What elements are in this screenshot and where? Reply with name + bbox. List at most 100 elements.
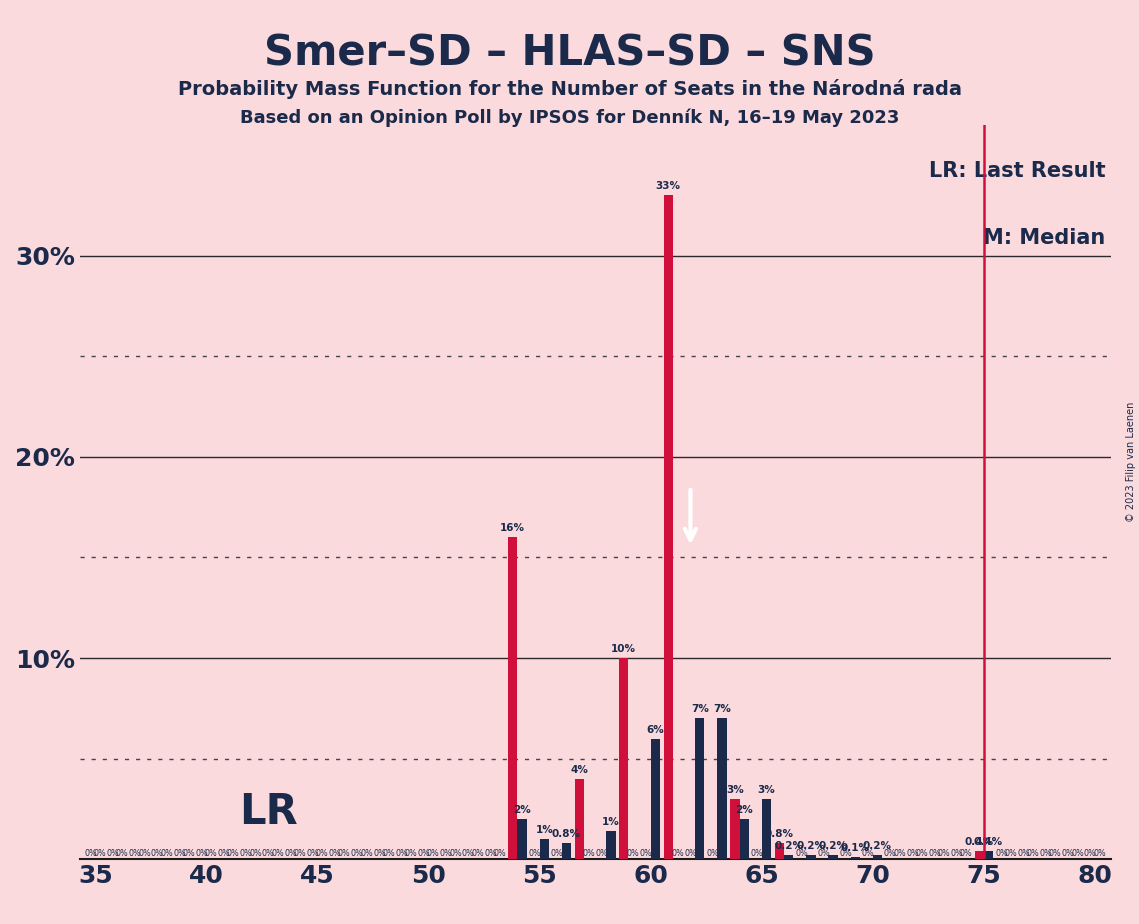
- Text: 0%: 0%: [951, 849, 964, 857]
- Text: 0%: 0%: [582, 849, 595, 857]
- Text: 0.4%: 0.4%: [974, 837, 1003, 847]
- Text: 3%: 3%: [726, 784, 744, 795]
- Text: 0%: 0%: [706, 849, 719, 857]
- Text: 0%: 0%: [751, 849, 763, 857]
- Text: 0%: 0%: [316, 849, 328, 857]
- Bar: [606, 832, 615, 859]
- Text: 0%: 0%: [937, 849, 951, 857]
- Bar: [562, 844, 571, 859]
- Text: 0%: 0%: [795, 849, 808, 857]
- Text: 0%: 0%: [116, 849, 129, 857]
- Bar: [664, 195, 673, 859]
- Bar: [650, 738, 659, 859]
- Text: 0%: 0%: [884, 849, 896, 857]
- Bar: [575, 779, 584, 859]
- Text: 1%: 1%: [535, 825, 554, 835]
- Bar: [784, 856, 793, 859]
- Text: 0%: 0%: [218, 849, 230, 857]
- Text: 0%: 0%: [138, 849, 150, 857]
- Text: 0%: 0%: [995, 849, 1008, 857]
- Text: 0%: 0%: [84, 849, 97, 857]
- Text: 0.2%: 0.2%: [775, 841, 803, 851]
- Text: 0%: 0%: [205, 849, 218, 857]
- Text: 0.2%: 0.2%: [796, 841, 826, 851]
- Text: 0%: 0%: [249, 849, 262, 857]
- Bar: [975, 851, 984, 859]
- Bar: [718, 719, 727, 859]
- Text: 0%: 0%: [227, 849, 239, 857]
- Text: 0%: 0%: [294, 849, 306, 857]
- Text: 0%: 0%: [1017, 849, 1030, 857]
- Bar: [984, 851, 993, 859]
- Text: Based on an Opinion Poll by IPSOS for Denník N, 16–19 May 2023: Based on an Opinion Poll by IPSOS for De…: [240, 108, 899, 127]
- Text: 4%: 4%: [571, 765, 588, 775]
- Text: LR: LR: [239, 791, 298, 833]
- Text: 0%: 0%: [129, 849, 141, 857]
- Text: 0%: 0%: [928, 849, 941, 857]
- Text: 0%: 0%: [671, 849, 683, 857]
- Text: 0%: 0%: [306, 849, 319, 857]
- Bar: [872, 856, 882, 859]
- Text: 7%: 7%: [691, 704, 708, 714]
- Text: 0%: 0%: [640, 849, 653, 857]
- Text: 0%: 0%: [528, 849, 541, 857]
- Text: 0.4%: 0.4%: [965, 837, 994, 847]
- Text: 0%: 0%: [862, 849, 875, 857]
- Text: 0%: 0%: [893, 849, 907, 857]
- Text: 0%: 0%: [239, 849, 253, 857]
- Text: 0%: 0%: [383, 849, 395, 857]
- Text: 0%: 0%: [685, 849, 697, 857]
- Text: 0%: 0%: [262, 849, 274, 857]
- Bar: [851, 857, 860, 859]
- Text: 0%: 0%: [1005, 849, 1017, 857]
- Text: 3%: 3%: [757, 784, 776, 795]
- Text: 0%: 0%: [173, 849, 186, 857]
- Text: Probability Mass Function for the Number of Seats in the Národná rada: Probability Mass Function for the Number…: [178, 79, 961, 99]
- Text: 0%: 0%: [351, 849, 363, 857]
- Text: 2%: 2%: [736, 805, 753, 815]
- Text: 0%: 0%: [1049, 849, 1062, 857]
- Text: 0%: 0%: [1062, 849, 1074, 857]
- Text: 0%: 0%: [839, 849, 852, 857]
- Bar: [739, 819, 748, 859]
- Text: 16%: 16%: [500, 523, 525, 533]
- Text: 0%: 0%: [106, 849, 120, 857]
- Bar: [775, 844, 784, 859]
- Text: © 2023 Filip van Laenen: © 2023 Filip van Laenen: [1126, 402, 1136, 522]
- Text: 33%: 33%: [656, 181, 681, 191]
- Text: 0%: 0%: [916, 849, 928, 857]
- Text: 0%: 0%: [284, 849, 297, 857]
- Text: 0%: 0%: [374, 849, 386, 857]
- Text: 0%: 0%: [462, 849, 475, 857]
- Text: Smer–SD – HLAS–SD – SNS: Smer–SD – HLAS–SD – SNS: [264, 32, 875, 74]
- Text: 0%: 0%: [960, 849, 973, 857]
- Text: 6%: 6%: [647, 724, 664, 735]
- Text: 0%: 0%: [329, 849, 342, 857]
- Text: 0.1%: 0.1%: [841, 844, 870, 853]
- Text: 0%: 0%: [93, 849, 106, 857]
- Bar: [517, 819, 526, 859]
- Text: 0%: 0%: [818, 849, 830, 857]
- Text: 0%: 0%: [1026, 849, 1040, 857]
- Text: 0.2%: 0.2%: [863, 841, 892, 851]
- Text: 0%: 0%: [195, 849, 208, 857]
- Text: 0%: 0%: [338, 849, 351, 857]
- Text: 0%: 0%: [449, 849, 461, 857]
- Text: 0%: 0%: [493, 849, 506, 857]
- Bar: [695, 719, 704, 859]
- Text: 0%: 0%: [484, 849, 497, 857]
- Text: 0%: 0%: [427, 849, 440, 857]
- Text: 0%: 0%: [1084, 849, 1097, 857]
- Text: 1%: 1%: [603, 817, 620, 827]
- Text: 0.2%: 0.2%: [819, 841, 847, 851]
- Text: 7%: 7%: [713, 704, 731, 714]
- Text: 0%: 0%: [1071, 849, 1084, 857]
- Text: 0%: 0%: [626, 849, 639, 857]
- Text: 2%: 2%: [514, 805, 531, 815]
- Text: 0%: 0%: [360, 849, 372, 857]
- Text: 0%: 0%: [1040, 849, 1052, 857]
- Text: 0%: 0%: [440, 849, 452, 857]
- Text: 0%: 0%: [395, 849, 408, 857]
- Bar: [828, 856, 837, 859]
- Text: LR: Last Result: LR: Last Result: [928, 162, 1105, 181]
